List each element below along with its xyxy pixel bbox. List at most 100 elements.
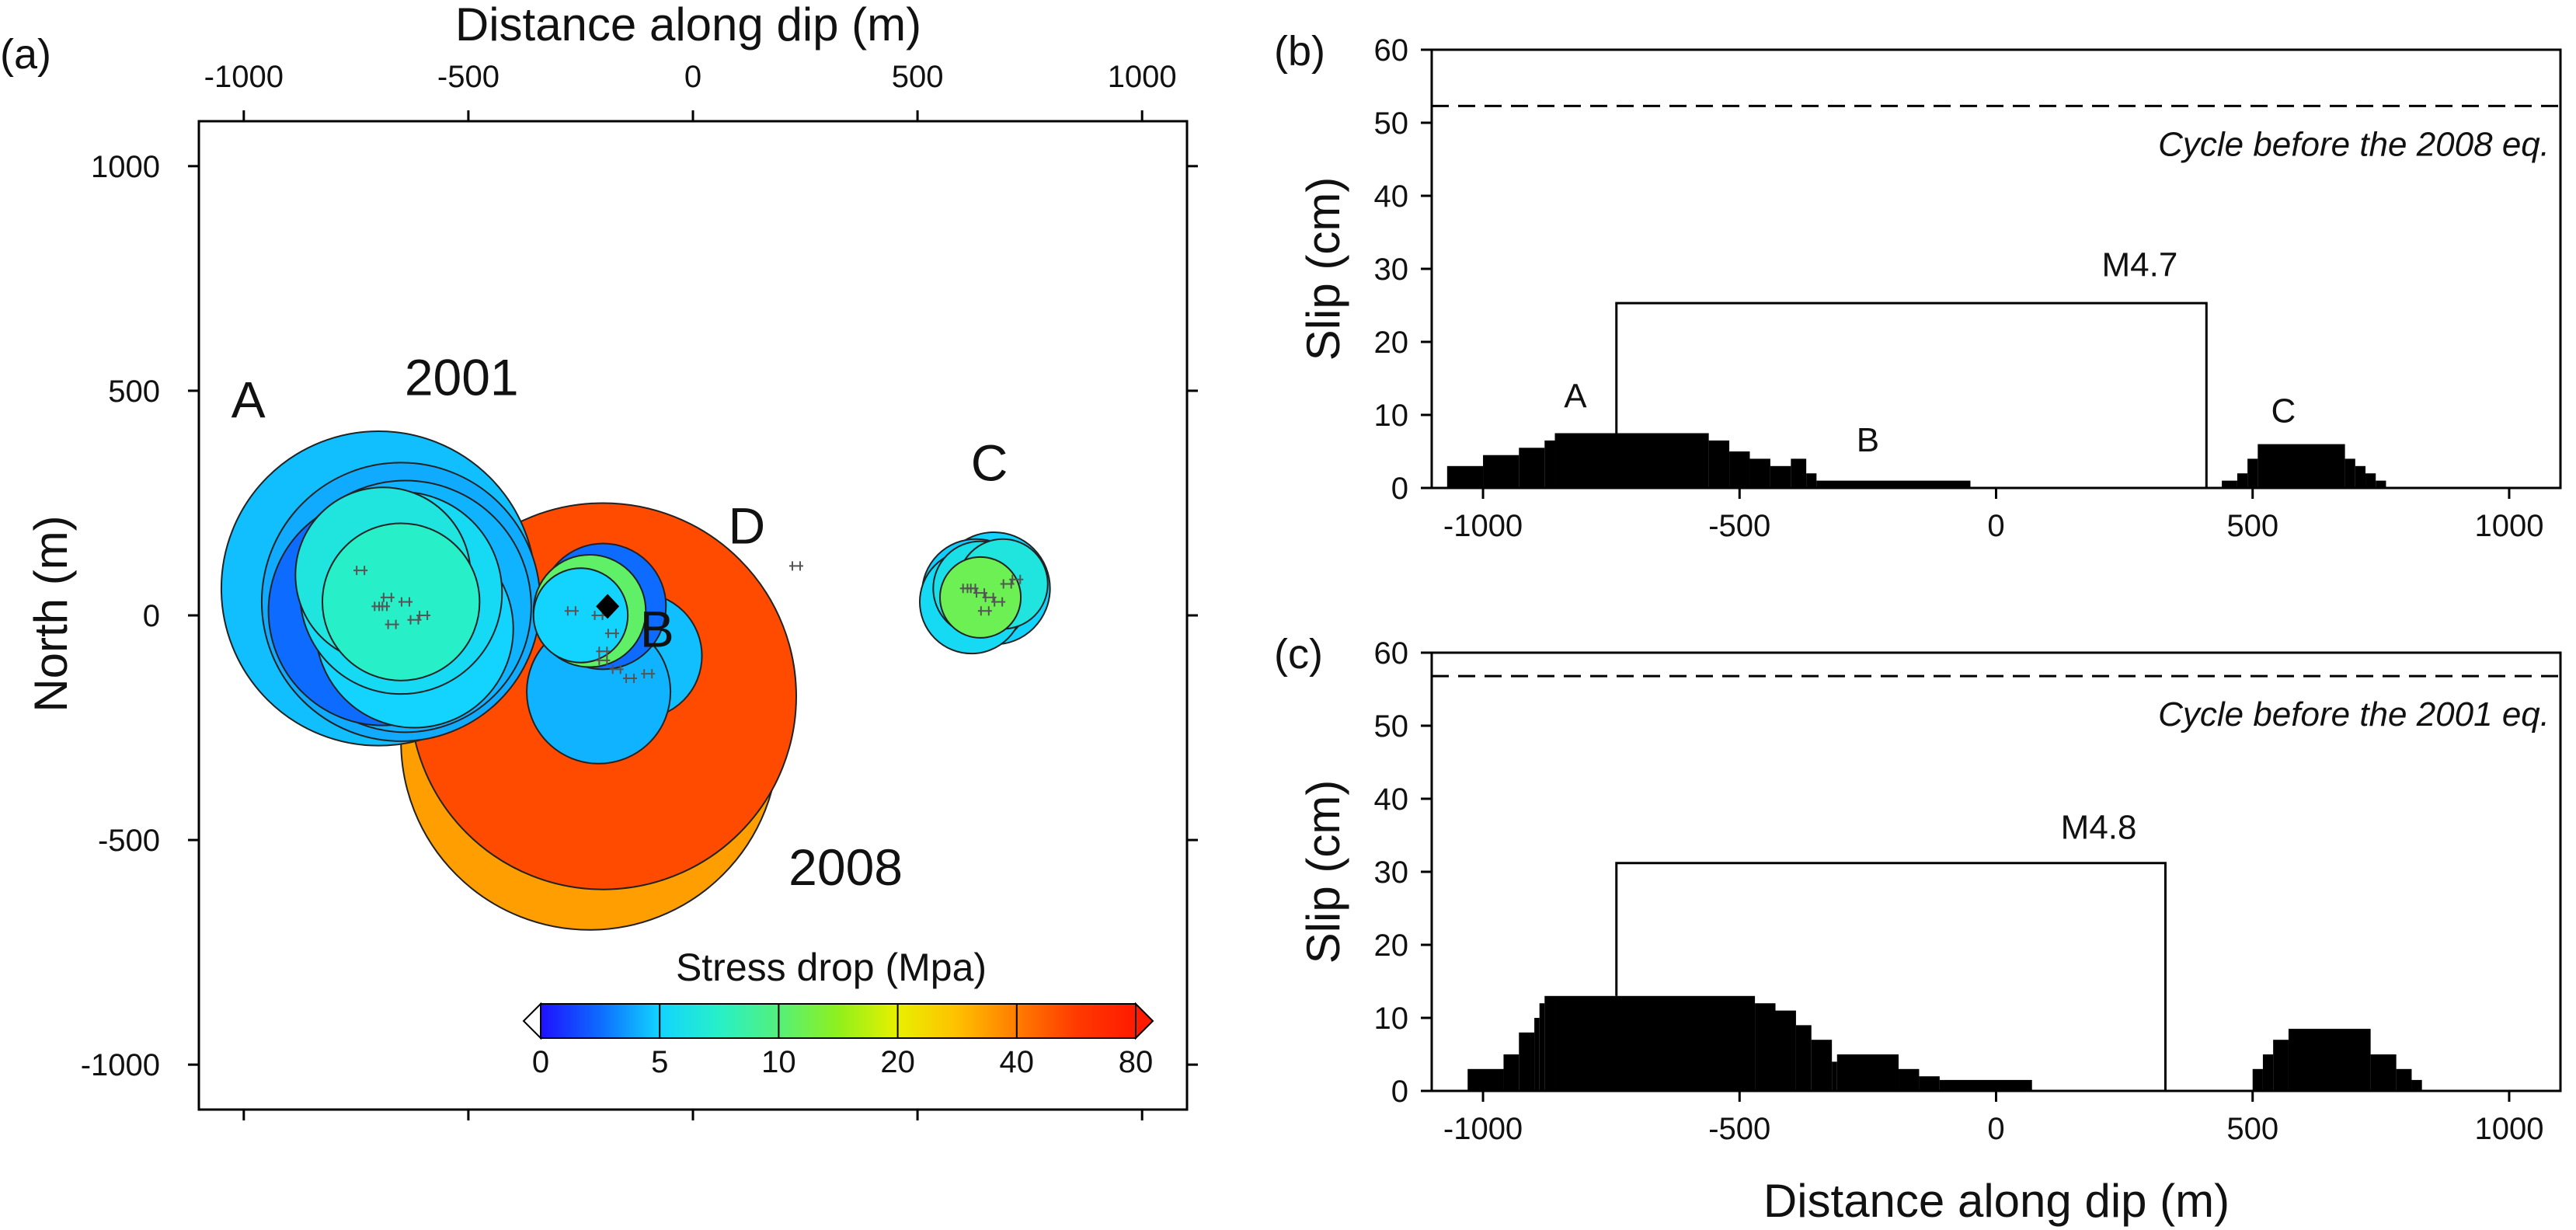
slip-bar [2355,465,2366,488]
asperity-label: B [1857,421,1879,459]
hypocenter-diamond [596,594,620,619]
colorbar-title: Stress drop (Mpa) [676,946,987,989]
map-axis-ticks: -1000 -500 0 500 1000 1000 500 0 -500 -1000 [81,60,1198,1120]
x-tick-label: 500 [2226,1112,2278,1146]
panel-label-b: (b) [1274,28,1325,75]
aftershock-mark [353,566,368,576]
slip-bar [2396,1068,2412,1091]
x-tick-label: 0 [1987,1112,2004,1146]
map-panel: (a) Distance along dip (m) North (m) A 20… [0,0,1198,1120]
aftershock-mark [1009,574,1024,584]
colorbar-tick-label: 10 [761,1045,796,1079]
x-tick-label: -500 [437,60,500,94]
slip-bar [2376,480,2386,488]
y-tick-label: 1000 [91,150,160,184]
colorbar-tick-label: 5 [651,1045,668,1079]
aftershock-mark [641,669,656,679]
asperity-label: A [1564,378,1587,416]
x-tick-label: -1000 [204,60,284,94]
slip-b-plot-frame [1430,48,2562,490]
slip-bar [1939,1079,2032,1091]
aftershock-mark [564,606,579,616]
map-y-axis-title: North (m) [25,515,77,712]
x-tick-label: 500 [2226,509,2278,543]
slip-c-axis-ticks: -1000 -500 0 500 1000 0 10 20 30 40 50 60 [1374,636,2544,1146]
aftershock-clusters [353,561,1024,683]
slip-distribution [1446,433,2386,488]
slip-bar [1919,1076,1940,1091]
panel-label-a: (a) [0,31,51,78]
slip-bar [2257,444,2345,488]
slip-bar [1544,440,1555,488]
aftershock-mark [596,655,611,665]
slip-bar [1554,995,1756,1091]
x-tick-label: 1000 [2474,1112,2543,1146]
slip-b-y-axis-title: Slip (cm) [1297,177,1349,361]
slip-bar [1836,1054,1899,1091]
map-annotations: A 2001 DB C 2008 [231,349,1008,896]
x-tick-label: 0 [684,60,701,94]
aftershock-mark [991,597,1006,607]
aftershock-mark [788,561,803,571]
y-tick-label: 50 [1374,709,1409,744]
colorbar: Stress drop (Mpa) 0 5 10 20 40 80 [522,946,1154,1079]
slip-bar [2262,1054,2274,1091]
y-tick-label: 0 [143,599,160,633]
slip-bar [2288,1029,2371,1091]
slip-b-axis-ticks: -1000 -500 0 500 1000 0 10 20 30 40 50 60 [1374,33,2544,543]
aftershock-mark [964,584,979,594]
slip-bar [1544,995,1555,1091]
y-tick-label: 20 [1374,326,1409,360]
magnitude-bracket: M4.7 [1615,246,2208,488]
slip-bar [1534,1018,1540,1091]
x-tick-label: 500 [892,60,944,94]
magnitude-label: M4.7 [2102,246,2178,284]
aftershock-mark [398,597,413,607]
cycle-line: Cycle before the 2001 eq. [1432,674,2560,733]
y-tick-label: 0 [1391,472,1408,506]
y-tick-label: 0 [1391,1075,1408,1109]
x-tick-label: -500 [1708,1112,1770,1146]
aftershock-mark [380,592,395,602]
y-tick-label: 500 [108,375,160,409]
colorbar-tick-label: 20 [880,1045,915,1079]
panel-label-c: (c) [1274,631,1323,678]
map-annotation: C [971,434,1008,492]
magnitude-label: M4.8 [2061,809,2137,847]
slip-bar [2345,458,2355,488]
colorbar-tick-label: 80 [1119,1045,1154,1079]
slip-bar [1811,1040,1833,1091]
hypocenter-marker [596,594,620,619]
asperity-label: C [2271,392,2296,430]
aftershock-mark [623,673,638,683]
aftershock-mark [604,629,619,639]
source-patches [220,430,1051,931]
magnitude-bracket: M4.8 [1615,809,2167,1091]
map-annotation: 2001 [405,349,519,406]
slip-bar [2365,473,2376,488]
source-patch [939,556,1022,639]
map-annotation: A [231,371,266,429]
slip-bar [1816,480,1971,488]
cycle-label: Cycle before the 2001 eq. [2158,695,2550,733]
map-annotation: 2008 [788,838,903,896]
slip-bar [1806,473,1817,488]
source-patch [532,567,629,664]
x-tick-label: -500 [1708,509,1770,543]
slip-bar [1755,1003,1776,1091]
slip-distribution [1467,995,2422,1091]
x-tick-label: 0 [1987,509,2004,543]
colorbar-gradient [540,1003,1137,1039]
x-tick-label: -1000 [1443,509,1523,543]
aftershock-mark [977,606,992,616]
slip-bar [1446,465,1484,488]
y-tick-label: 10 [1374,399,1409,433]
slip-bar [1899,1068,1920,1091]
slip-c-y-axis-title: Slip (cm) [1297,780,1349,964]
y-tick-label: 40 [1374,782,1409,817]
slip-panel-b: (b) Slip (cm) Cycle before the 2008 eq. … [1274,28,2562,543]
slip-bar [1483,455,1519,488]
cycle-line: Cycle before the 2008 eq. [1432,104,2560,163]
slip-bar [1519,1032,1535,1091]
